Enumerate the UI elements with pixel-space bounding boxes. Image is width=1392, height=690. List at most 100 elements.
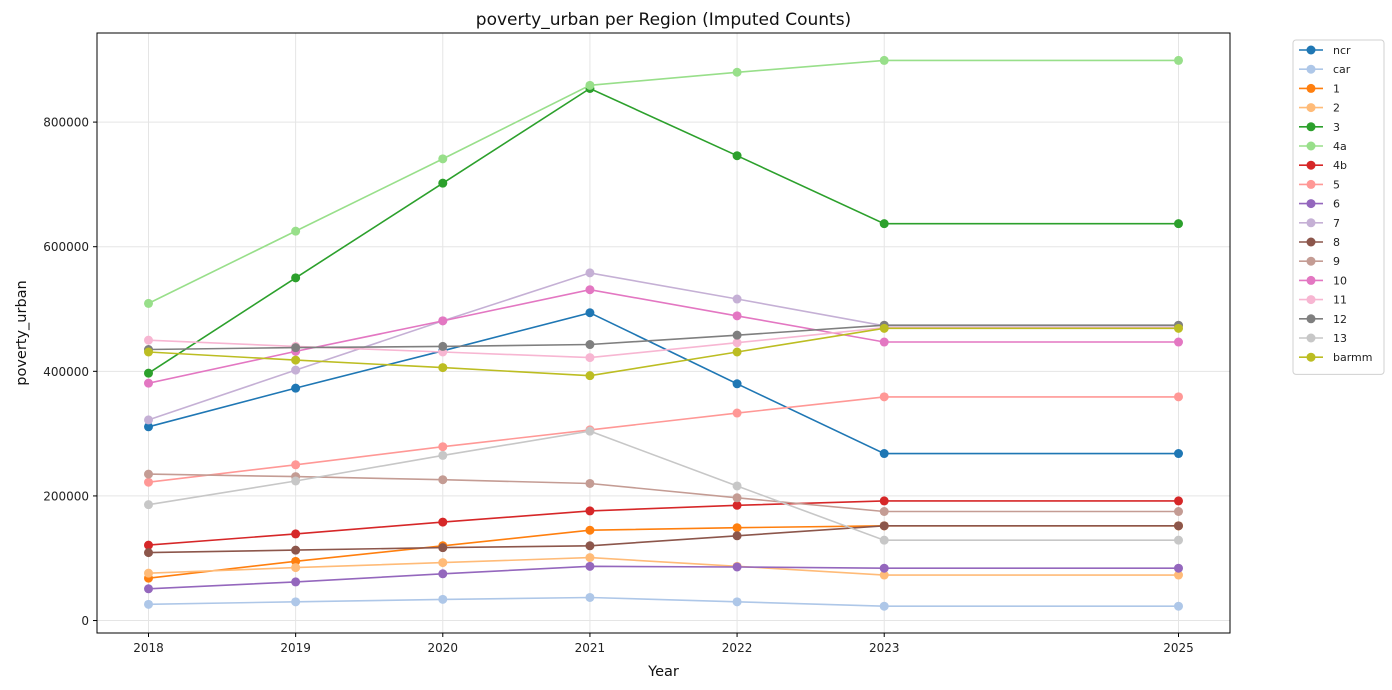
data-point-1: [732, 523, 742, 533]
data-point-11: [585, 353, 595, 363]
legend-marker: [1306, 352, 1316, 362]
legend-marker: [1306, 199, 1316, 209]
data-point-12: [438, 341, 448, 351]
data-point-13: [1174, 535, 1183, 545]
data-point-7: [291, 365, 301, 375]
series-4b: [144, 496, 1183, 550]
data-point-12: [732, 330, 742, 340]
series-5: [144, 392, 1183, 487]
data-point-10: [585, 285, 595, 295]
series-line-4a: [148, 59, 1179, 305]
y-tick-label: 400000: [43, 365, 89, 379]
data-point-barmm: [585, 371, 595, 381]
chart-title: poverty_urban per Region (Imputed Counts…: [476, 10, 851, 30]
legend-label: 11: [1333, 294, 1347, 307]
legend-item: car: [1299, 63, 1351, 76]
series-line-5: [148, 396, 1179, 483]
data-point-13: [879, 535, 889, 545]
data-point-13: [438, 450, 448, 460]
series-line-10: [148, 288, 1179, 384]
data-point-3: [732, 151, 742, 161]
legend-item: 12: [1299, 313, 1347, 326]
legend-marker: [1306, 103, 1316, 113]
series-line-6: [148, 565, 1179, 590]
series-line-ncr: [148, 311, 1179, 455]
x-axis-title: Year: [647, 664, 679, 680]
data-point-2: [291, 563, 301, 573]
series-line-4b: [148, 500, 1179, 546]
legend-item: 2: [1299, 102, 1340, 115]
legend-item: 3: [1299, 121, 1340, 134]
data-point-1: [585, 525, 595, 535]
data-point-car: [879, 601, 889, 611]
series-6: [144, 561, 1183, 594]
data-point-barmm: [1174, 323, 1183, 333]
legend-marker: [1306, 45, 1316, 55]
legend-item: 6: [1299, 198, 1340, 211]
legend-label: barmm: [1333, 351, 1372, 364]
data-point-13: [291, 476, 301, 486]
legend-label: 5: [1333, 178, 1340, 191]
data-point-5: [291, 460, 301, 470]
legend-marker: [1306, 179, 1316, 189]
legend-label: 4b: [1333, 159, 1347, 172]
legend-label: 4a: [1333, 140, 1347, 153]
legend-marker: [1306, 218, 1316, 228]
data-point-9: [438, 475, 448, 485]
x-tick-label: 2018: [133, 641, 164, 655]
grid: [97, 33, 1230, 633]
data-point-3: [438, 178, 448, 188]
data-point-barmm: [732, 347, 742, 357]
data-point-4a: [291, 226, 301, 236]
legend-label: 7: [1333, 217, 1340, 230]
data-point-2: [144, 568, 153, 578]
legend-item: 4a: [1299, 140, 1347, 153]
series-9: [144, 469, 1183, 517]
data-point-5: [144, 477, 153, 487]
x-tick-label: 2019: [280, 641, 311, 655]
legend-box: [1292, 39, 1385, 375]
legend-marker: [1306, 160, 1316, 170]
data-point-4a: [1174, 55, 1183, 65]
legend-marker: [1306, 333, 1316, 343]
data-point-10: [438, 316, 448, 326]
data-point-4a: [879, 55, 889, 65]
legend-label: 10: [1333, 274, 1347, 287]
legend-item: barmm: [1299, 351, 1372, 364]
data-point-car: [291, 597, 301, 607]
series-1: [144, 521, 1183, 583]
legend-item: 9: [1299, 255, 1340, 268]
data-point-9: [144, 469, 153, 479]
series-barmm: [144, 323, 1183, 381]
data-point-6: [585, 561, 595, 571]
data-point-2: [879, 570, 889, 580]
data-point-car: [438, 594, 448, 604]
legend-item: 1: [1299, 82, 1340, 95]
data-point-4a: [732, 67, 742, 77]
data-point-6: [732, 562, 742, 572]
plot-frame: [96, 32, 1231, 634]
data-point-6: [144, 584, 153, 594]
data-point-barmm: [144, 347, 153, 357]
data-point-9: [1174, 507, 1183, 517]
legend-label: 12: [1333, 313, 1347, 326]
data-point-3: [291, 273, 301, 283]
data-point-car: [585, 592, 595, 602]
data-point-4b: [879, 496, 889, 506]
data-point-barmm: [438, 363, 448, 373]
legend-label: 8: [1333, 236, 1340, 249]
data-point-5: [879, 392, 889, 402]
legend-item: ncr: [1299, 44, 1351, 57]
legend-item: 5: [1299, 178, 1340, 191]
data-point-6: [291, 577, 301, 587]
x-tick-label: 2025: [1163, 641, 1194, 655]
data-point-11: [144, 335, 153, 345]
data-point-5: [732, 408, 742, 418]
data-point-3: [879, 219, 889, 229]
legend-item: 4b: [1299, 159, 1347, 172]
legend-label: car: [1333, 63, 1351, 76]
data-point-8: [144, 548, 153, 558]
data-point-ncr: [1174, 449, 1183, 459]
legend-label: 1: [1333, 82, 1340, 95]
data-point-10: [732, 311, 742, 321]
